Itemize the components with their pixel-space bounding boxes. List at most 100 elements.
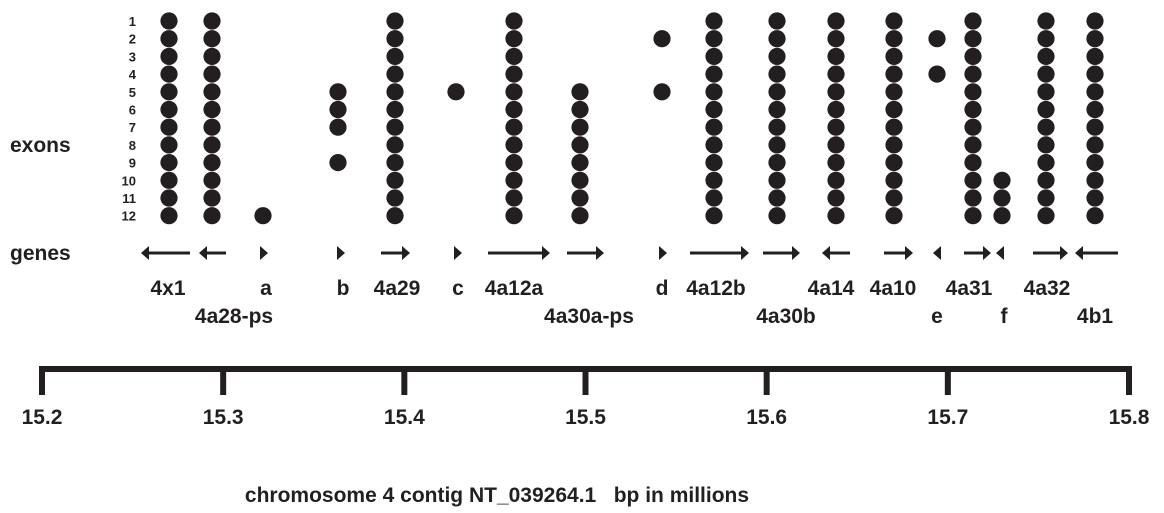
exon-column-4a28-ps: [203, 12, 221, 225]
exon-column-4b1: [1086, 12, 1104, 225]
exon-dot: [705, 118, 723, 136]
gene-arrow-4a30a-ps: [567, 246, 604, 260]
exon-dot: [768, 83, 786, 101]
exon-column-d: [653, 30, 671, 101]
exon-dot: [1037, 118, 1055, 136]
exon-dot: [768, 12, 786, 30]
exon-dot: [203, 154, 221, 172]
exon-dot: [1037, 189, 1055, 207]
exon-dot: [386, 100, 404, 119]
exon-dot: [505, 154, 523, 172]
exon-dot: [928, 65, 946, 83]
axis-caption: chromosome 4 contig NT_039264.1 bp in mi…: [245, 484, 749, 507]
exon-dot: [203, 100, 221, 119]
exon-dot: [1086, 30, 1104, 48]
exon-number-label: 1: [129, 14, 136, 29]
exon-dot: [329, 83, 347, 101]
exon-column-4a10: [885, 12, 903, 225]
exon-dot: [768, 207, 786, 225]
exon-column-c: [447, 83, 465, 101]
exon-number-label: 3: [129, 49, 136, 64]
exon-dot: [827, 118, 845, 136]
exon-dot: [160, 65, 178, 83]
exon-dot: [329, 100, 347, 119]
exon-dot: [203, 12, 221, 30]
gene-arrow-4x1: [141, 246, 190, 260]
exon-dot: [964, 65, 982, 83]
exon-dot: [705, 83, 723, 101]
exon-dot: [571, 100, 589, 119]
axis-tick-label: 15.5: [565, 406, 606, 429]
gene-label-4b1: 4b1: [1077, 305, 1114, 328]
exon-dot: [203, 30, 221, 48]
exons-row-label: exons: [10, 134, 71, 157]
exon-dot: [160, 118, 178, 136]
exon-dot: [386, 154, 404, 172]
exon-dot: [1037, 207, 1055, 225]
exon-dot: [1037, 65, 1055, 83]
exon-dot: [653, 30, 671, 48]
exon-number-label: 2: [129, 32, 136, 47]
exon-dot: [505, 83, 523, 101]
exon-number-label: 7: [129, 120, 136, 135]
exon-dot: [1037, 12, 1055, 30]
exon-dot: [571, 136, 589, 154]
exon-column-4a31: [964, 12, 982, 225]
exon-dot: [827, 12, 845, 30]
exon-column-4a30b: [768, 12, 786, 225]
exon-dot: [386, 30, 404, 48]
exon-dot: [705, 207, 723, 225]
exon-dot: [964, 207, 982, 225]
gene-arrow-e: [933, 246, 941, 260]
exon-dot: [203, 171, 221, 189]
exon-dot: [386, 207, 404, 225]
exon-dot: [705, 154, 723, 172]
exon-dot: [1086, 65, 1104, 83]
axis-tick-label: 15.3: [203, 406, 244, 429]
exon-dot: [203, 47, 221, 65]
exon-dot: [964, 136, 982, 154]
exon-dot: [768, 65, 786, 83]
exon-dot: [386, 118, 404, 136]
exon-column-b: [329, 83, 347, 172]
exon-dot: [993, 207, 1011, 225]
exon-dot: [1086, 100, 1104, 119]
exon-dot: [1086, 118, 1104, 136]
gene-label-4a28-ps: 4a28-ps: [195, 305, 273, 328]
exon-dot: [705, 136, 723, 154]
exon-dot: [505, 118, 523, 136]
exon-dot: [1037, 136, 1055, 154]
exon-column-4a12a: [505, 12, 523, 225]
exon-dot: [160, 12, 178, 30]
exon-number-label: 5: [129, 85, 136, 100]
exon-column-4x1: [160, 12, 178, 225]
exon-dot: [885, 12, 903, 30]
exon-dot: [1037, 171, 1055, 189]
exon-dot: [203, 189, 221, 207]
axis-tick-label: 15.2: [22, 406, 63, 429]
exon-dot: [160, 207, 178, 225]
genes-row-label: genes: [10, 242, 71, 265]
gene-label-4a30a-ps: 4a30a-ps: [544, 305, 634, 328]
exon-dot: [386, 189, 404, 207]
exon-dot: [386, 47, 404, 65]
exon-dot: [827, 171, 845, 189]
exon-dot: [160, 189, 178, 207]
gene-label-4a30b: 4a30b: [756, 305, 816, 328]
exon-dot: [964, 189, 982, 207]
exon-number-label: 8: [129, 138, 136, 153]
gene-label-4a31: 4a31: [946, 277, 993, 300]
exon-dot: [571, 189, 589, 207]
gene-label-4a10: 4a10: [870, 277, 917, 300]
exon-dot: [505, 100, 523, 119]
gene-arrow-c: [454, 246, 462, 260]
exon-dot: [964, 154, 982, 172]
exon-dot: [1037, 30, 1055, 48]
exon-dot: [571, 207, 589, 225]
exon-dot: [386, 136, 404, 154]
exon-dot: [160, 154, 178, 172]
exon-dot: [254, 207, 272, 225]
exon-dot: [505, 207, 523, 225]
